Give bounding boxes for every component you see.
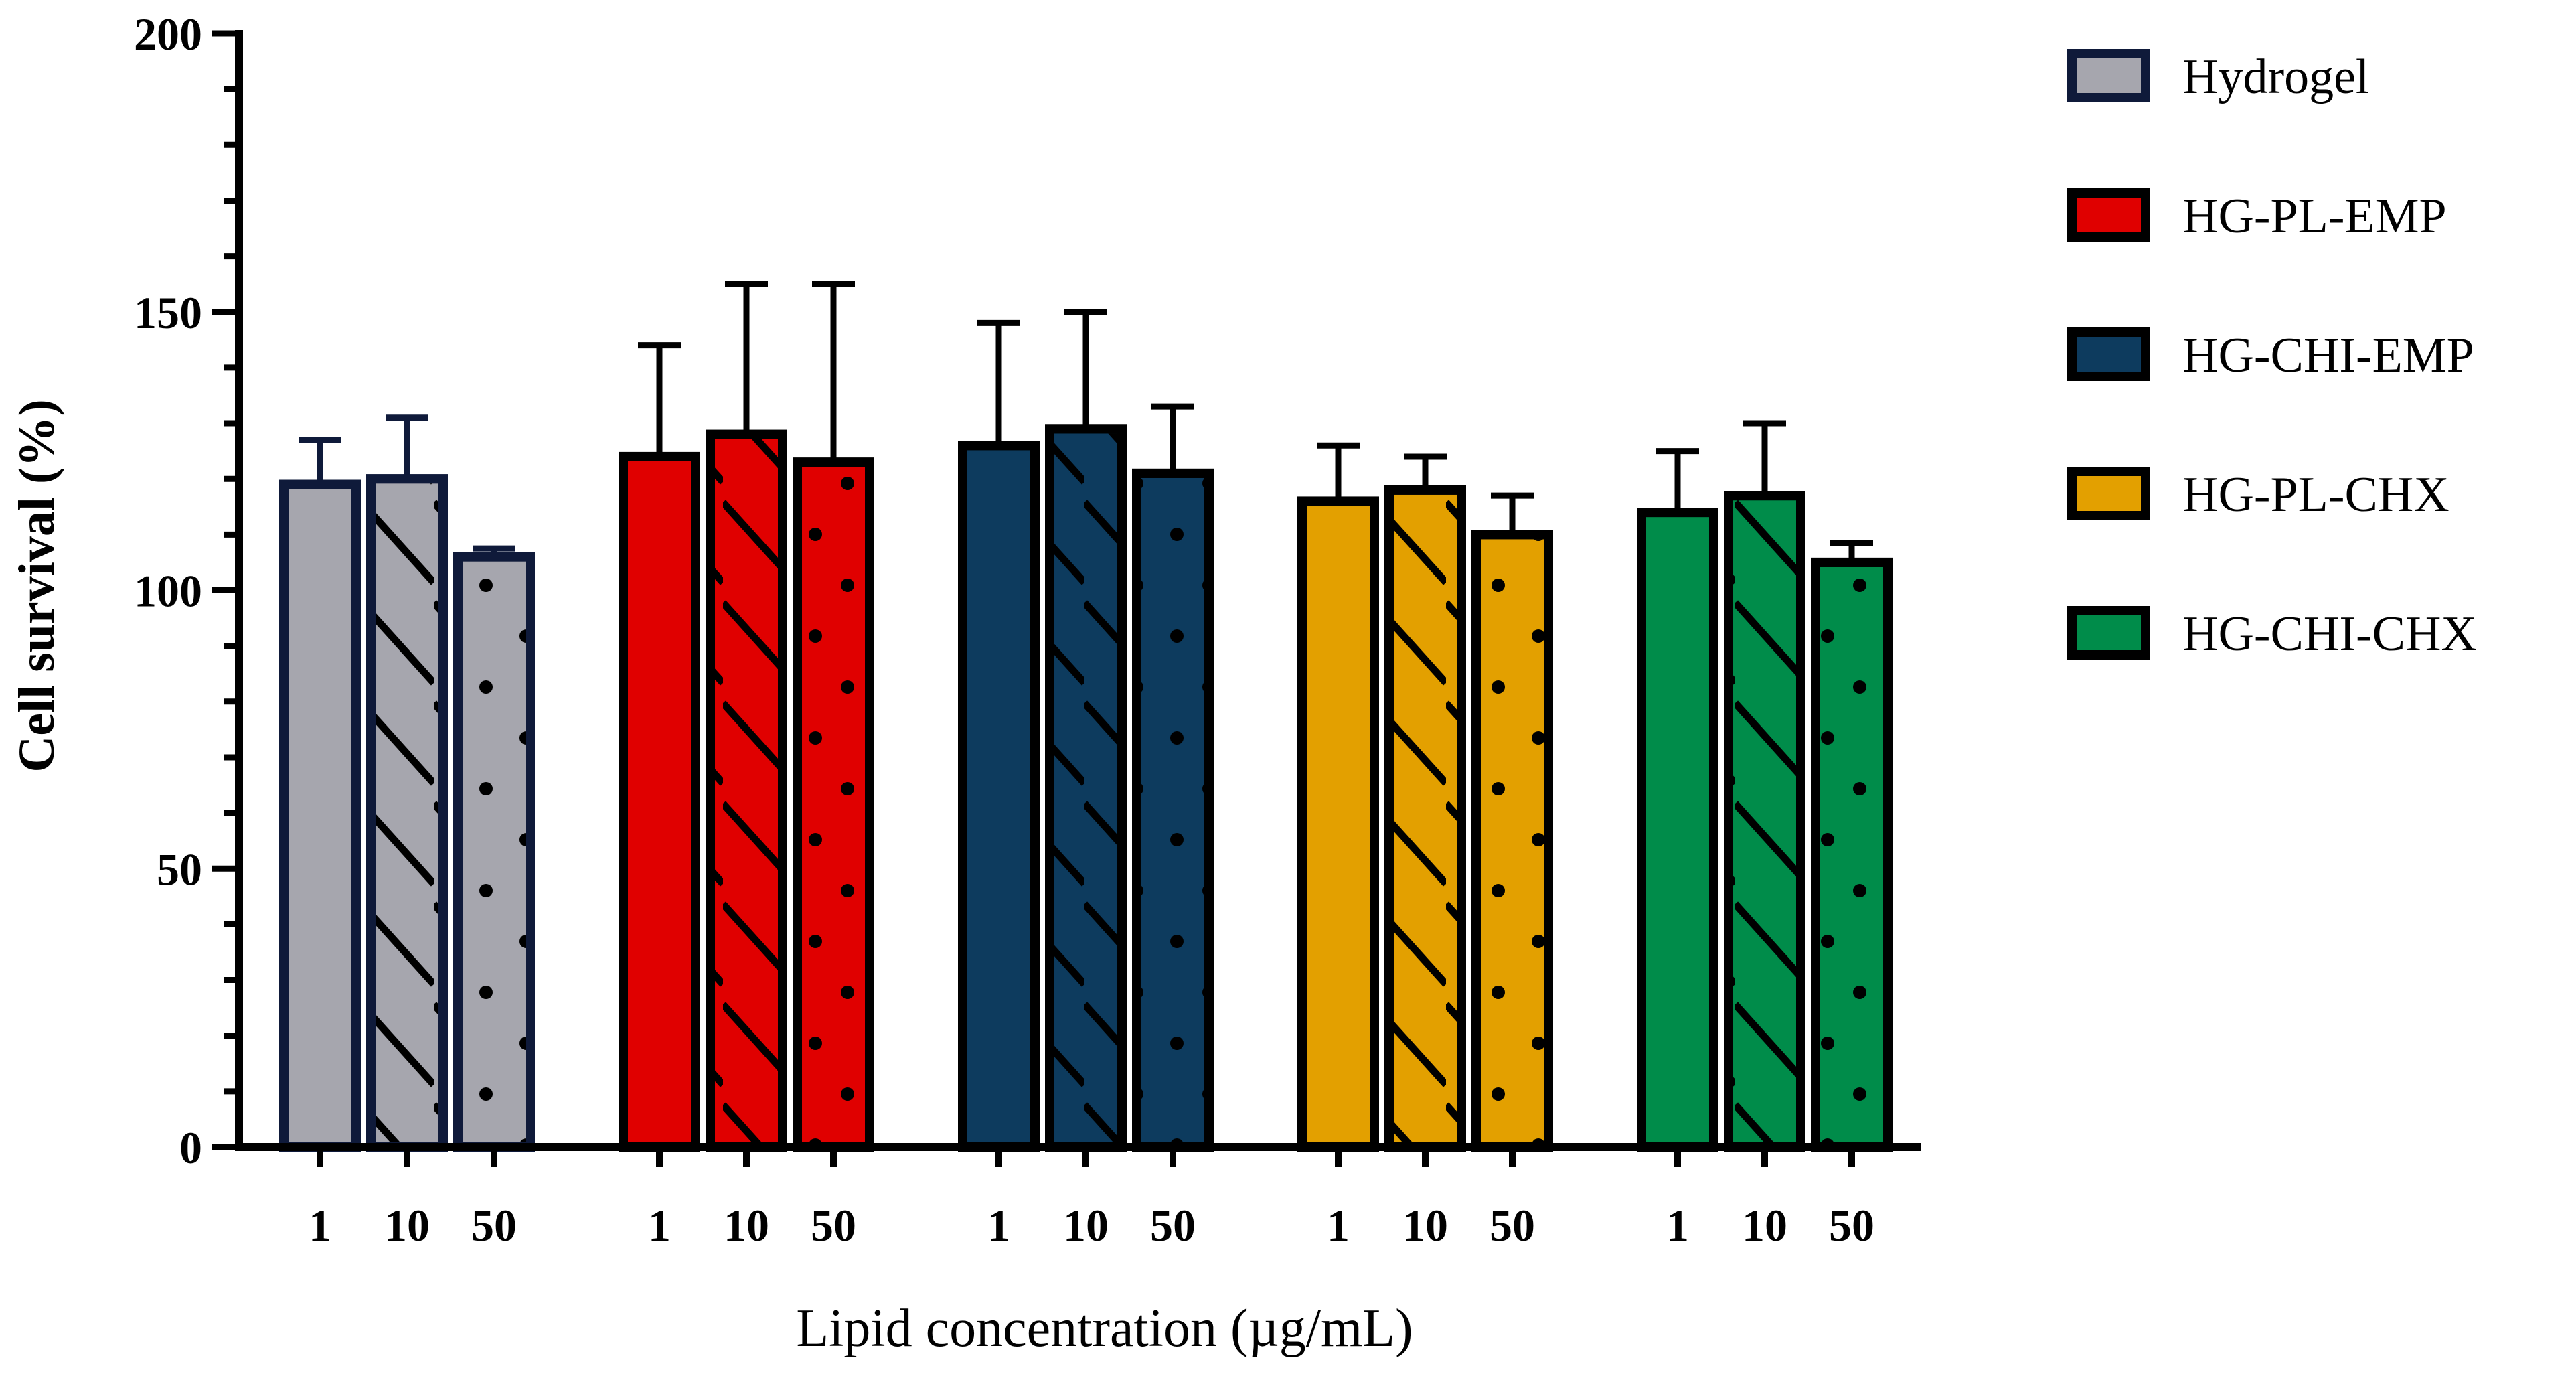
x-tick-label: 10 — [384, 1200, 430, 1251]
bar — [1637, 508, 1718, 1152]
y-axis-title: Cell survival (%) — [9, 399, 65, 772]
x-tick-label: 1 — [309, 1200, 331, 1251]
legend-swatch — [2067, 606, 2150, 660]
legend: Hydrogel HG-PL-EMP HG-CHI-EMP HG-PL-CHX HG-C… — [2067, 49, 2477, 662]
legend-label: HG-PL-CHX — [2182, 467, 2449, 522]
bar-pattern — [463, 561, 526, 1142]
legend-swatch — [2067, 327, 2150, 381]
y-tick-label: 0 — [179, 1122, 202, 1173]
legend-swatch — [2067, 188, 2150, 242]
bar-pattern — [1054, 433, 1117, 1142]
x-axis-title: Lipid concentration (µg/mL) — [796, 1299, 1413, 1358]
x-tick-label: 1 — [1327, 1200, 1350, 1251]
bar-pattern — [1820, 566, 1883, 1142]
y-tick-label: 50 — [157, 844, 202, 895]
x-tick-label: 10 — [1063, 1200, 1109, 1251]
legend-label: HG-CHI-CHX — [2182, 607, 2477, 662]
plot-layer — [279, 281, 1893, 1152]
x-tick-label: 10 — [724, 1200, 769, 1251]
y-tick-label: 100 — [134, 566, 202, 617]
x-tick-label: 10 — [1742, 1200, 1787, 1251]
bar — [1297, 496, 1379, 1152]
bar-pattern — [1141, 477, 1204, 1142]
bar-pattern — [715, 439, 778, 1143]
x-tick-label: 50 — [1490, 1200, 1535, 1251]
x-tick-label: 1 — [1666, 1200, 1689, 1251]
bar-pattern — [1481, 539, 1544, 1142]
axis-layer: 1 10 50 1 10 50 1 10 50 1 10 50 1 10 50 0 50 100 150 200 — [134, 9, 1921, 1251]
bar — [279, 479, 361, 1152]
legend-label: HG-PL-EMP — [2182, 189, 2447, 244]
x-tick-label: 50 — [1150, 1200, 1196, 1251]
x-tick-label: 10 — [1402, 1200, 1448, 1251]
bar-pattern — [1394, 494, 1457, 1142]
bar — [619, 451, 700, 1152]
x-tick-label: 50 — [811, 1200, 856, 1251]
bar-pattern — [1733, 500, 1796, 1142]
legend-label: HG-CHI-EMP — [2182, 328, 2474, 383]
bar — [958, 441, 1040, 1152]
x-tick-label: 50 — [471, 1200, 517, 1251]
legend-label: Hydrogel — [2182, 50, 2370, 104]
x-tick-label: 1 — [987, 1200, 1010, 1251]
x-tick-label: 1 — [648, 1200, 671, 1251]
x-tick-label: 50 — [1829, 1200, 1874, 1251]
legend-swatch — [2067, 49, 2150, 102]
y-tick-label: 200 — [134, 9, 202, 60]
legend-swatch — [2067, 467, 2150, 520]
bar-pattern — [802, 467, 865, 1142]
bar-pattern — [376, 483, 438, 1142]
y-tick-label: 150 — [134, 287, 202, 338]
